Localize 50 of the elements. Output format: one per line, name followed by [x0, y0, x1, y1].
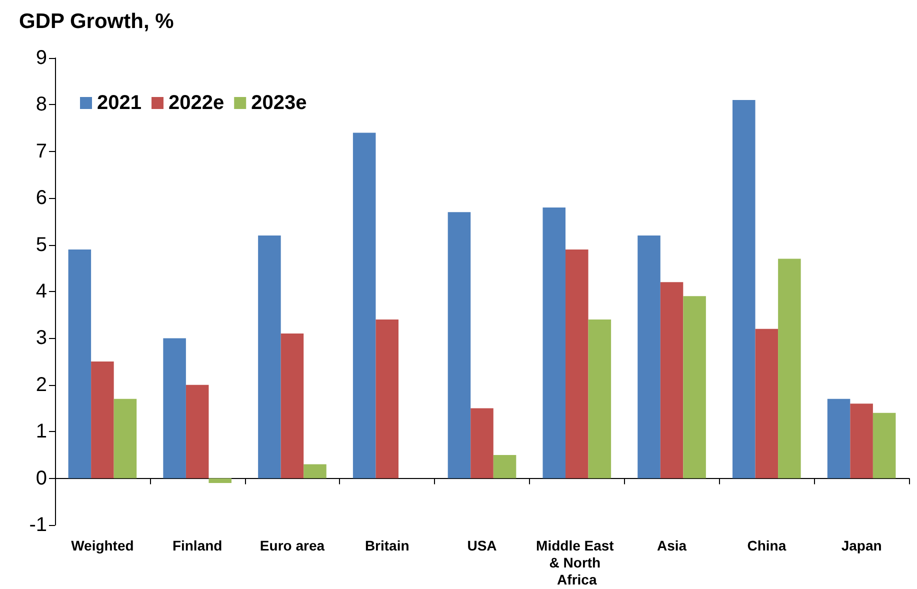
- bar: [850, 404, 873, 478]
- bar: [376, 320, 398, 478]
- x-tick-label: USA: [467, 538, 497, 554]
- y-tick-label: 9: [36, 47, 47, 69]
- x-tick-label: Japan: [841, 538, 882, 554]
- legend-label: 2021: [97, 92, 142, 114]
- bar: [258, 235, 281, 478]
- y-tick-label: 6: [36, 187, 47, 210]
- bar: [660, 282, 684, 478]
- bar: [588, 320, 612, 478]
- y-tick-label: 3: [36, 327, 47, 350]
- bar: [755, 328, 778, 478]
- legend-label: 2023e: [251, 92, 307, 114]
- bar: [114, 398, 137, 478]
- bar: [186, 384, 209, 478]
- bar: [163, 338, 186, 478]
- x-tick-label: China: [747, 538, 786, 554]
- bar: [91, 362, 114, 478]
- x-tick-label: Britain: [364, 538, 410, 554]
- bar: [872, 412, 896, 478]
- y-tick-label: 5: [36, 234, 47, 256]
- chart-title: GDP Growth, %: [19, 10, 174, 33]
- bar: [778, 258, 801, 478]
- bar: [683, 296, 706, 478]
- x-tick-label: Middle East & North Africa: [536, 538, 618, 588]
- bar: [732, 100, 756, 478]
- bar: [68, 249, 92, 478]
- bar: [638, 235, 660, 478]
- y-tick-label: 7: [36, 140, 47, 162]
- bar: [827, 398, 850, 478]
- y-tick-label: -1: [29, 514, 47, 536]
- bar: [542, 207, 566, 478]
- legend-label: 2022e: [168, 92, 224, 114]
- x-tick-label: Asia: [656, 538, 687, 554]
- bar: [208, 478, 232, 483]
- x-tick-label: Euro area: [260, 538, 325, 554]
- bar: [470, 408, 494, 478]
- bar: [304, 464, 326, 478]
- y-tick-label: 1: [36, 420, 47, 443]
- x-tick-label: Weighted: [71, 538, 134, 554]
- y-tick-label: 2: [36, 374, 47, 396]
- bar: [448, 212, 471, 478]
- y-tick-label: 8: [36, 94, 47, 116]
- y-tick-label: 0: [36, 467, 47, 490]
- bar: [352, 132, 376, 478]
- y-tick-label: 4: [36, 280, 47, 302]
- bar: [566, 249, 588, 478]
- x-tick-label: Finland: [172, 538, 222, 554]
- bar: [280, 334, 304, 478]
- bar: [493, 454, 516, 478]
